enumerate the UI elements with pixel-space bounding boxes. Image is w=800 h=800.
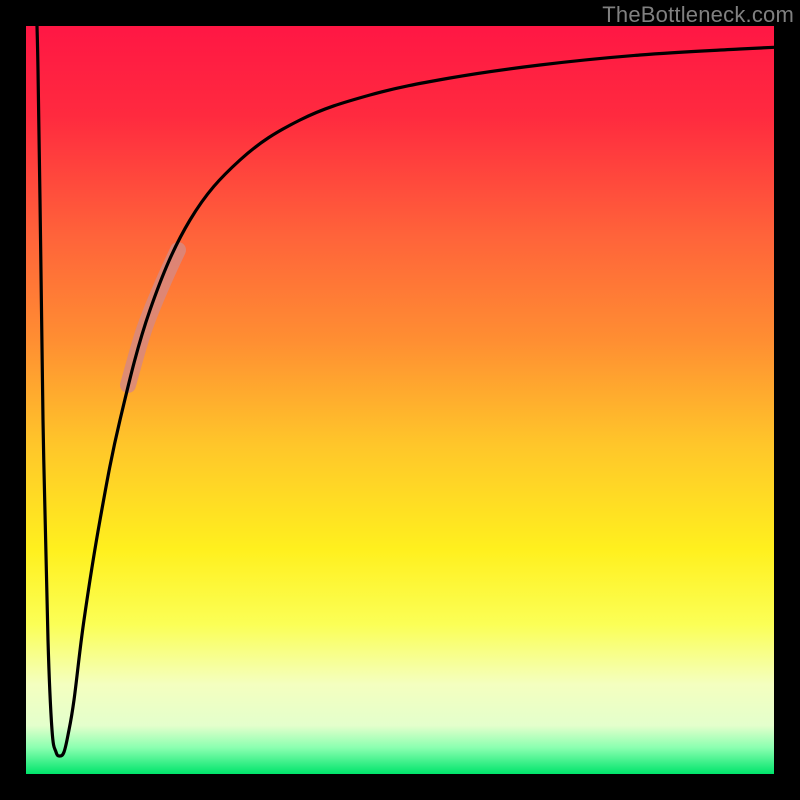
bottleneck-curve-chart [0,0,800,800]
watermark-text: TheBottleneck.com [602,2,794,28]
chart-container: { "watermark": { "text": "TheBottleneck.… [0,0,800,800]
gradient-background [26,26,774,774]
